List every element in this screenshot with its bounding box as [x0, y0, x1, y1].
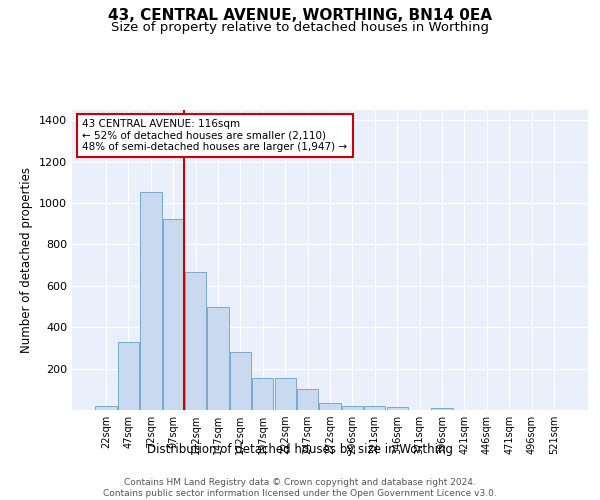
Bar: [208, 306, 229, 410]
Bar: [342, 406, 363, 410]
Bar: [230, 352, 251, 410]
Bar: [319, 403, 341, 410]
Bar: [163, 218, 184, 410]
Bar: [252, 378, 274, 410]
Bar: [386, 407, 408, 410]
Y-axis label: Number of detached properties: Number of detached properties: [20, 167, 34, 353]
Text: Contains HM Land Registry data © Crown copyright and database right 2024.
Contai: Contains HM Land Registry data © Crown c…: [103, 478, 497, 498]
Text: Size of property relative to detached houses in Worthing: Size of property relative to detached ho…: [111, 21, 489, 34]
Bar: [185, 272, 206, 410]
Bar: [118, 342, 139, 410]
Text: 43 CENTRAL AVENUE: 116sqm
← 52% of detached houses are smaller (2,110)
48% of se: 43 CENTRAL AVENUE: 116sqm ← 52% of detac…: [82, 119, 347, 152]
Bar: [364, 406, 385, 410]
Bar: [140, 192, 161, 410]
Bar: [431, 408, 452, 410]
Bar: [297, 390, 318, 410]
Text: 43, CENTRAL AVENUE, WORTHING, BN14 0EA: 43, CENTRAL AVENUE, WORTHING, BN14 0EA: [108, 8, 492, 22]
Bar: [95, 406, 117, 410]
Bar: [275, 378, 296, 410]
Text: Distribution of detached houses by size in Worthing: Distribution of detached houses by size …: [147, 442, 453, 456]
